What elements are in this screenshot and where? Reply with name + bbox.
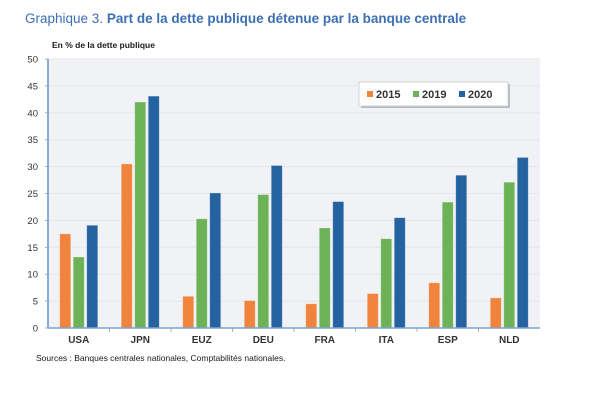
y-tick-label: 25	[27, 189, 38, 200]
y-tick-label: 20	[27, 216, 38, 227]
bar-esp-2020	[455, 174, 468, 329]
bar-fra-2015	[305, 303, 318, 329]
bar-ita-2020	[393, 217, 406, 329]
x-category-label: ESP	[438, 335, 458, 346]
y-tick-label: 5	[33, 297, 38, 308]
legend-swatch-2015	[367, 91, 373, 97]
bar-esp-2015	[428, 282, 441, 329]
bar-euz-2015	[182, 295, 195, 329]
bar-deu-2019	[257, 194, 270, 329]
bar-esp-2019	[441, 201, 454, 329]
bar-usa-2019	[72, 256, 85, 329]
y-axis-ticks: 0 5 10 15 20 25 30 35 40 45 50	[27, 55, 48, 335]
y-tick-label: 35	[27, 135, 38, 146]
bar-usa-2015	[59, 233, 72, 329]
legend: 2015 2019 2020	[358, 81, 510, 108]
chart-title: Graphique 3. Part de la dette publique d…	[25, 11, 466, 26]
legend-label-2015: 2015	[376, 89, 400, 101]
legend-label-2019: 2019	[422, 89, 446, 101]
legend-swatch-2020	[459, 91, 465, 97]
x-axis: USA JPN EUZ DEU FRA ITA ESP NLD	[48, 327, 540, 346]
bar-ita-2015	[366, 293, 379, 329]
bar-nld-2020	[516, 157, 529, 329]
bar-ita-2019	[380, 238, 393, 329]
y-tick-label: 50	[27, 55, 38, 66]
bar-deu-2015	[243, 300, 256, 329]
legend-box	[358, 81, 509, 107]
y-tick-label: 30	[27, 162, 38, 173]
y-tick-label: 45	[27, 81, 38, 92]
bars	[59, 95, 529, 329]
y-tick-label: 15	[27, 243, 38, 254]
y-tick-label: 10	[27, 270, 38, 281]
bar-euz-2019	[195, 218, 208, 329]
y-axis-unit-label: En % de la dette publique	[52, 40, 155, 50]
chart-title-prefix: Graphique 3.	[25, 11, 104, 26]
bar-nld-2019	[503, 181, 516, 329]
x-category-label: USA	[68, 335, 89, 346]
x-category-label: FRA	[314, 335, 335, 346]
legend-swatch-2019	[413, 91, 419, 97]
x-category-label: EUZ	[192, 335, 212, 346]
bar-euz-2020	[209, 192, 222, 329]
x-category-label: JPN	[131, 335, 150, 346]
y-tick-label: 40	[27, 108, 38, 119]
bar-jpn-2019	[134, 101, 147, 329]
bar-fra-2020	[332, 201, 345, 329]
x-category-label: ITA	[379, 335, 394, 346]
legend-label-2020: 2020	[468, 89, 492, 101]
bar-deu-2020	[270, 165, 283, 329]
x-category-label: DEU	[253, 335, 274, 346]
bar-nld-2015	[489, 297, 502, 329]
bar-jpn-2015	[120, 163, 133, 329]
y-tick-label: 0	[33, 324, 38, 335]
bar-jpn-2020	[147, 95, 160, 329]
chart-title-main: Part de la dette publique détenue par la…	[106, 11, 467, 26]
bar-fra-2019	[318, 227, 331, 329]
bar-usa-2020	[86, 224, 99, 329]
source-note: Sources : Banques centrales nationales, …	[36, 353, 286, 363]
x-category-label: NLD	[499, 335, 520, 346]
